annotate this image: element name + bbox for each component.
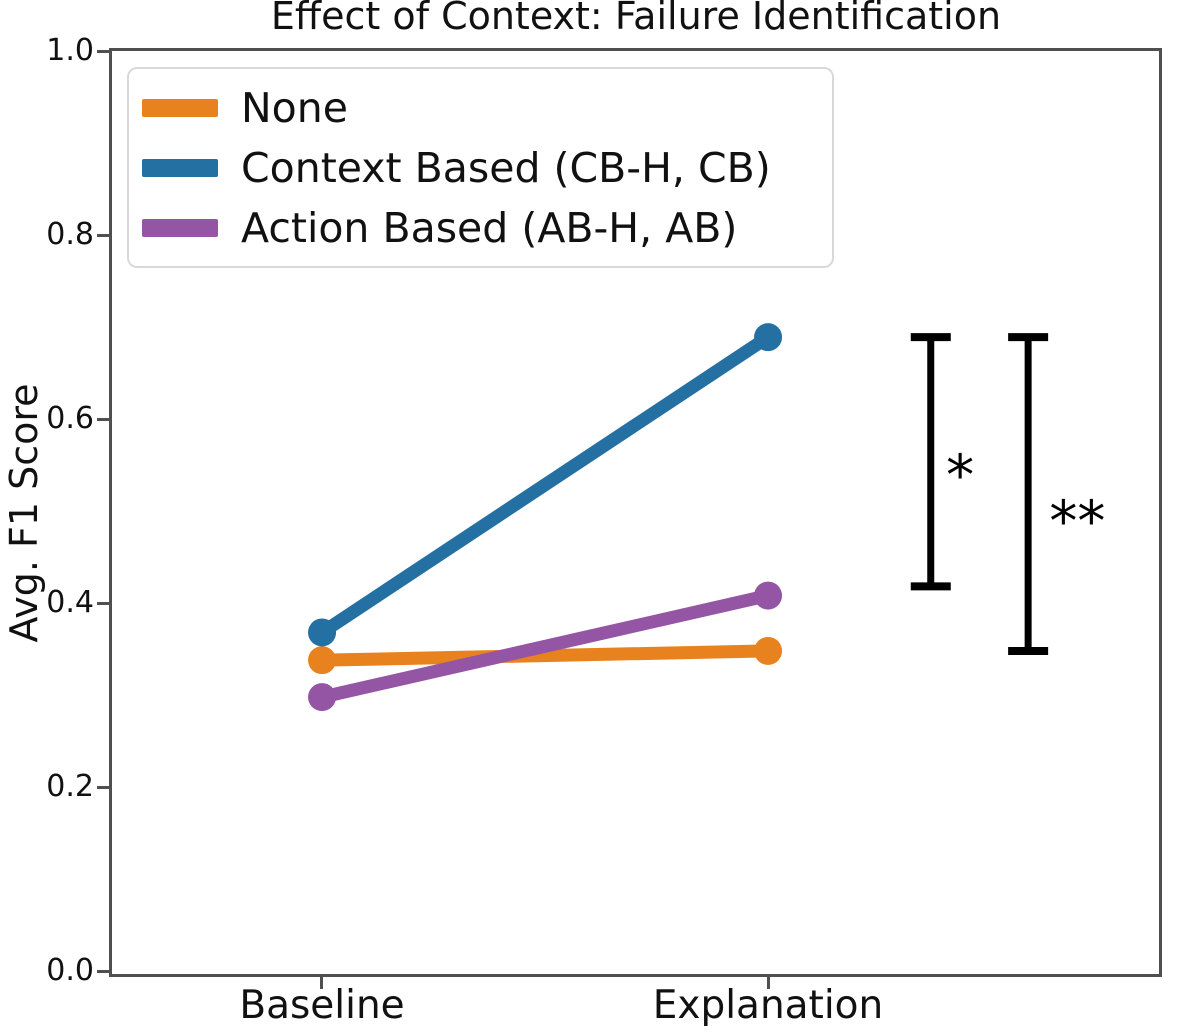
legend: None Context Based (CB-H, CB) Action Bas… — [127, 67, 834, 268]
y-tick-mark — [97, 234, 109, 237]
legend-label: Action Based (AB-H, AB) — [241, 204, 738, 252]
y-tick-mark — [97, 602, 109, 605]
legend-label: Context Based (CB-H, CB) — [241, 144, 771, 192]
series-marker — [754, 323, 783, 352]
y-tick-label: 0.2 — [46, 769, 94, 804]
significance-label: ** — [1049, 490, 1105, 555]
y-tick-label: 1.0 — [46, 33, 94, 68]
x-tick-label: Baseline — [239, 983, 405, 1028]
y-tick-mark — [97, 786, 109, 789]
y-tick-label: 0.4 — [46, 585, 94, 620]
plot-canvas: *** — [308, 323, 1105, 712]
y-tick-mark — [97, 970, 109, 973]
series-line — [315, 330, 775, 639]
legend-item: Action Based (AB-H, AB) — [129, 198, 832, 258]
legend-item: Context Based (CB-H, CB) — [129, 138, 832, 198]
chart-title: Effect of Context: Failure Identificatio… — [270, 0, 1002, 38]
series-marker — [308, 683, 337, 712]
x-tick-mark — [767, 977, 770, 989]
series-line — [315, 644, 775, 667]
series-marker — [308, 646, 337, 675]
series-line — [315, 589, 775, 704]
x-tick-mark — [320, 977, 323, 989]
y-tick-mark — [97, 418, 109, 421]
legend-swatch-action-based — [142, 219, 218, 237]
y-tick-mark — [97, 50, 109, 53]
y-tick-label: 0.6 — [46, 401, 94, 436]
y-tick-label: 0.0 — [46, 953, 94, 988]
series-marker — [754, 636, 783, 665]
legend-label: None — [241, 84, 348, 132]
series-marker — [754, 581, 783, 610]
series-marker — [308, 618, 337, 647]
x-tick-label: Explanation — [652, 983, 884, 1028]
legend-swatch-context-based — [142, 159, 218, 177]
significance-label: * — [946, 443, 974, 508]
y-tick-label: 0.8 — [46, 217, 94, 252]
legend-swatch-none — [142, 99, 218, 117]
legend-item: None — [129, 78, 832, 138]
